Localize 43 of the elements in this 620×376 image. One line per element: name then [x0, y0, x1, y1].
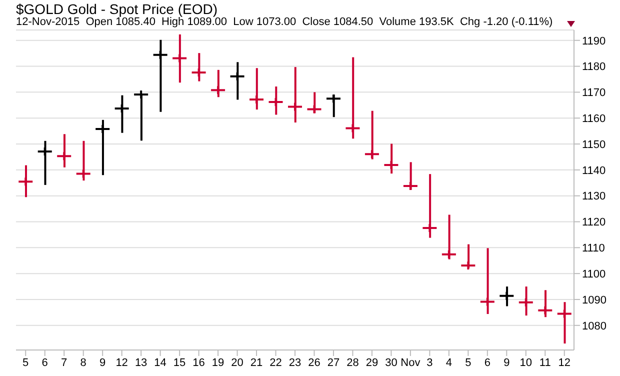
x-tick-label: 21: [250, 356, 263, 369]
x-tick-label: 8: [80, 356, 86, 369]
x-tick-label: Nov: [400, 356, 421, 369]
x-tick-label: 3: [426, 356, 433, 369]
x-tick-label: 4: [446, 356, 452, 369]
y-tick-label: 1100: [582, 268, 606, 280]
x-tick-label: 26: [308, 356, 320, 369]
y-tick-label: 1180: [582, 61, 606, 74]
x-tick-label: 19: [212, 356, 224, 369]
x-tick-label: 6: [484, 356, 490, 369]
x-tick-label: 9: [504, 356, 510, 369]
x-tick-label: 5: [22, 356, 29, 369]
y-tick-label: 1190: [582, 35, 606, 48]
x-tick-label: 5: [465, 356, 472, 369]
x-tick-label: 30: [385, 356, 398, 369]
y-tick-label: 1120: [582, 216, 606, 229]
x-tick-label: 29: [366, 356, 378, 369]
x-tick-label: 12: [116, 356, 128, 369]
chart-title: $GOLD Gold - Spot Price (EOD): [16, 1, 218, 17]
x-tick-label: 20: [231, 356, 244, 369]
x-tick-label: 6: [42, 356, 48, 369]
x-tick-label: 22: [270, 356, 282, 369]
x-tick-label: 23: [288, 356, 302, 369]
y-tick-label: 1090: [582, 294, 606, 306]
y-tick-label: 1080: [582, 320, 606, 332]
y-tick-label: 1160: [582, 113, 606, 125]
x-tick-label: 7: [61, 356, 68, 369]
x-tick-label: 10: [520, 356, 532, 369]
y-tick-label: 1150: [582, 138, 606, 151]
x-tick-label: 9: [100, 356, 106, 369]
x-tick-label: 13: [134, 356, 148, 369]
y-tick-label: 1130: [582, 190, 606, 203]
x-tick-label: 16: [192, 356, 205, 369]
y-tick-label: 1170: [582, 87, 606, 100]
x-tick-label: 12: [558, 356, 571, 369]
x-tick-label: 27: [327, 356, 340, 369]
x-tick-label: 15: [173, 356, 186, 369]
y-tick-label: 1110: [582, 242, 605, 255]
x-tick-label: 11: [539, 356, 551, 369]
y-tick-label: 1140: [582, 164, 606, 177]
x-tick-label: 14: [154, 356, 166, 369]
chart-subtitle: 12-Nov-2015 Open 1085.40 High 1089.00 Low 1073.00 Close 1084.50 Volume 193.5K Chg -1.20 (-0.11%): [16, 16, 553, 28]
x-tick-label: 28: [346, 356, 359, 369]
